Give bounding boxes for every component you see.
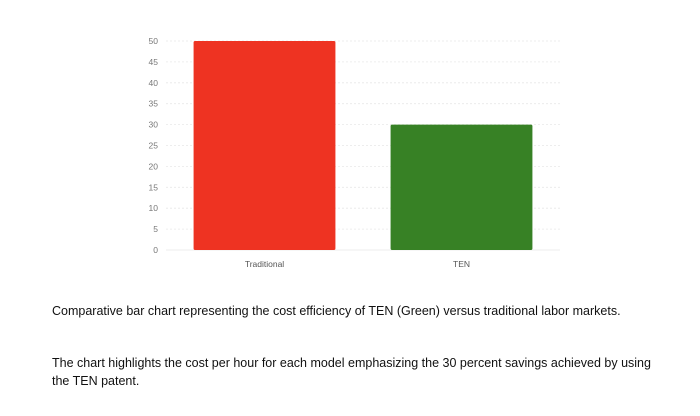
caption-paragraph-1: Comparative bar chart representing the c… — [52, 302, 662, 320]
y-tick-label: 45 — [149, 57, 159, 67]
y-tick-label: 15 — [149, 182, 159, 192]
bar-ten — [391, 125, 533, 250]
y-tick-label: 50 — [149, 36, 159, 46]
y-tick-label: 20 — [149, 161, 159, 171]
y-axis-tick-labels: 0 5 10 15 20 25 30 35 40 45 50 — [149, 36, 159, 255]
bar-traditional — [194, 41, 336, 250]
y-tick-label: 10 — [149, 203, 159, 213]
bar-chart: 0 5 10 15 20 25 30 35 40 45 50 Traditional TEN — [0, 0, 700, 290]
x-category-label: Traditional — [245, 259, 284, 269]
x-category-label: TEN — [453, 259, 470, 269]
y-tick-label: 35 — [149, 99, 159, 109]
y-tick-label: 5 — [153, 224, 158, 234]
y-tick-label: 0 — [153, 245, 158, 255]
y-tick-label: 25 — [149, 141, 159, 151]
y-tick-label: 40 — [149, 78, 159, 88]
x-axis-category-labels: Traditional TEN — [245, 259, 470, 269]
y-tick-label: 30 — [149, 120, 159, 130]
caption-paragraph-2: The chart highlights the cost per hour f… — [52, 354, 662, 390]
